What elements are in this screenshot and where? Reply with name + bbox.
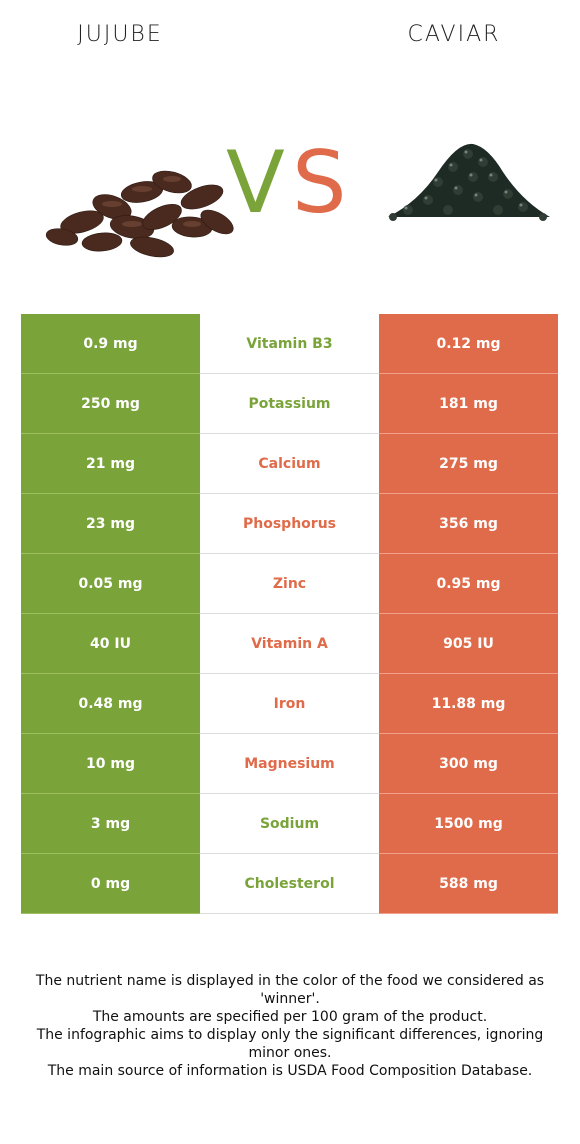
left-value: 0.48 mg [21, 674, 200, 734]
left-value: 0.05 mg [21, 554, 200, 614]
vs-logo: V S [226, 138, 356, 228]
nutrient-name: Vitamin A [200, 614, 379, 674]
left-value: 0.9 mg [21, 314, 200, 374]
table-row: 0 mg Cholesterol 588 mg [21, 854, 558, 914]
right-value: 0.12 mg [379, 314, 558, 374]
left-value: 23 mg [21, 494, 200, 554]
left-value: 21 mg [21, 434, 200, 494]
nutrient-name: Magnesium [200, 734, 379, 794]
nutrient-name: Zinc [200, 554, 379, 614]
table-row: 0.48 mg Iron 11.88 mg [21, 674, 558, 734]
right-value: 356 mg [379, 494, 558, 554]
jujube-image [45, 170, 234, 258]
footer-line-amounts: The amounts are specified per 100 gram o… [92, 1009, 488, 1025]
footer-notes: The nutrient name is displayed in the co… [20, 972, 560, 1080]
right-food-title: CAVIAR [407, 22, 501, 47]
footer-line-aims: The infographic aims to display only the… [36, 1027, 544, 1061]
left-value: 250 mg [21, 374, 200, 434]
right-value: 300 mg [379, 734, 558, 794]
left-value: 3 mg [21, 794, 200, 854]
right-value: 0.95 mg [379, 554, 558, 614]
nutrient-name: Cholesterol [200, 854, 379, 914]
table-row: 250 mg Potassium 181 mg [21, 374, 558, 434]
right-value: 11.88 mg [379, 674, 558, 734]
nutrient-name: Potassium [200, 374, 379, 434]
right-value: 1500 mg [379, 794, 558, 854]
nutrient-name: Sodium [200, 794, 379, 854]
right-value: 588 mg [379, 854, 558, 914]
table-row: 0.9 mg Vitamin B3 0.12 mg [21, 314, 558, 374]
nutrient-name: Vitamin B3 [200, 314, 379, 374]
left-value: 0 mg [21, 854, 200, 914]
left-value: 10 mg [21, 734, 200, 794]
table-row: 10 mg Magnesium 300 mg [21, 734, 558, 794]
table-row: 21 mg Calcium 275 mg [21, 434, 558, 494]
right-value: 275 mg [379, 434, 558, 494]
nutrient-name: Calcium [200, 434, 379, 494]
comparison-table: 0.9 mg Vitamin B3 0.12 mg 250 mg Potassium 18… [21, 314, 558, 914]
nutrient-name: Phosphorus [200, 494, 379, 554]
footer-line-source: The main source of information is USDA F… [47, 1063, 533, 1079]
nutrient-name: Iron [200, 674, 379, 734]
left-value: 40 IU [21, 614, 200, 674]
left-food-title: JUJUBE [77, 22, 163, 47]
table-row: 0.05 mg Zinc 0.95 mg [21, 554, 558, 614]
table-row: 23 mg Phosphorus 356 mg [21, 494, 558, 554]
vs-letter-v: V [226, 133, 285, 233]
vs-letter-s: S [292, 133, 347, 233]
caviar-image [388, 143, 550, 221]
table-row: 3 mg Sodium 1500 mg [21, 794, 558, 854]
right-value: 181 mg [379, 374, 558, 434]
table-row: 40 IU Vitamin A 905 IU [21, 614, 558, 674]
footer-line-winner: The nutrient name is displayed in the co… [35, 973, 545, 1007]
right-value: 905 IU [379, 614, 558, 674]
